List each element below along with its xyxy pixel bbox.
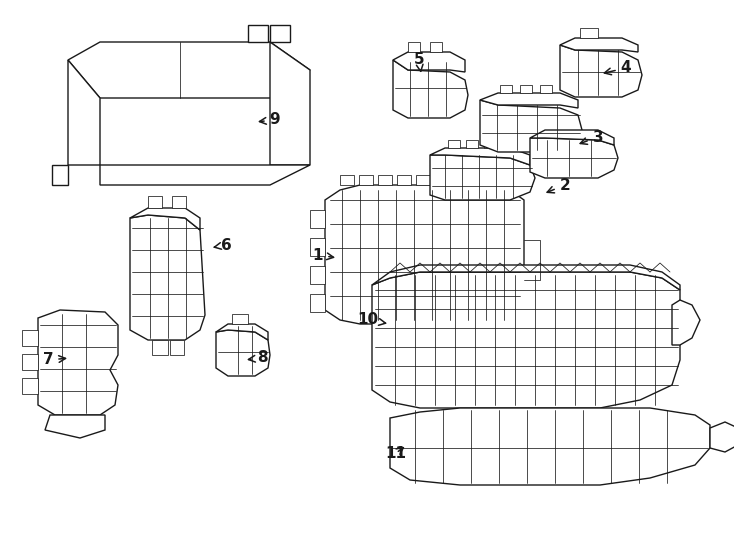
Polygon shape <box>216 330 270 376</box>
Polygon shape <box>152 340 168 355</box>
Polygon shape <box>480 100 582 152</box>
Polygon shape <box>448 140 460 148</box>
Polygon shape <box>466 140 478 148</box>
Polygon shape <box>130 215 205 340</box>
Polygon shape <box>393 60 468 118</box>
Text: 10: 10 <box>357 313 385 327</box>
Polygon shape <box>216 324 268 340</box>
Polygon shape <box>22 378 38 394</box>
Polygon shape <box>435 175 449 185</box>
Polygon shape <box>492 175 506 185</box>
Polygon shape <box>560 38 638 52</box>
Polygon shape <box>310 238 325 256</box>
Polygon shape <box>393 52 465 72</box>
Polygon shape <box>232 314 248 324</box>
Polygon shape <box>710 422 734 452</box>
Polygon shape <box>38 310 118 415</box>
Polygon shape <box>170 340 184 355</box>
Polygon shape <box>45 415 105 438</box>
Polygon shape <box>270 25 290 42</box>
Polygon shape <box>390 408 710 485</box>
Polygon shape <box>100 165 310 185</box>
Polygon shape <box>502 140 514 148</box>
Polygon shape <box>172 196 186 208</box>
Polygon shape <box>580 28 598 38</box>
Polygon shape <box>310 210 325 228</box>
Polygon shape <box>68 42 310 98</box>
Text: 11: 11 <box>385 446 407 461</box>
Polygon shape <box>378 175 392 185</box>
Polygon shape <box>430 148 530 165</box>
Polygon shape <box>672 300 700 345</box>
Polygon shape <box>560 45 642 97</box>
Text: 4: 4 <box>604 60 631 76</box>
Polygon shape <box>430 42 442 52</box>
Polygon shape <box>540 85 552 93</box>
Polygon shape <box>270 42 310 165</box>
Polygon shape <box>480 93 578 108</box>
Polygon shape <box>148 196 162 208</box>
Polygon shape <box>68 60 100 165</box>
Polygon shape <box>473 175 487 185</box>
Text: 7: 7 <box>43 353 65 368</box>
Polygon shape <box>22 354 38 370</box>
Polygon shape <box>325 185 524 324</box>
Polygon shape <box>520 85 532 93</box>
Polygon shape <box>372 265 680 290</box>
Polygon shape <box>359 175 373 185</box>
Polygon shape <box>310 266 325 284</box>
Text: 1: 1 <box>313 247 333 262</box>
Polygon shape <box>130 208 200 230</box>
Text: 5: 5 <box>414 52 424 71</box>
Text: 2: 2 <box>547 178 570 193</box>
Polygon shape <box>372 272 680 408</box>
Polygon shape <box>416 175 430 185</box>
Polygon shape <box>340 175 354 185</box>
Polygon shape <box>408 42 420 52</box>
Polygon shape <box>22 330 38 346</box>
Text: 6: 6 <box>214 238 231 253</box>
Polygon shape <box>454 175 468 185</box>
Polygon shape <box>484 140 496 148</box>
Polygon shape <box>310 294 325 312</box>
Text: 9: 9 <box>259 112 280 127</box>
Text: 8: 8 <box>248 350 267 366</box>
Polygon shape <box>530 130 614 145</box>
Polygon shape <box>430 155 535 200</box>
Polygon shape <box>397 175 411 185</box>
Text: 3: 3 <box>580 130 603 145</box>
Polygon shape <box>530 138 618 178</box>
Polygon shape <box>248 25 268 42</box>
Polygon shape <box>500 85 512 93</box>
Polygon shape <box>52 165 68 185</box>
